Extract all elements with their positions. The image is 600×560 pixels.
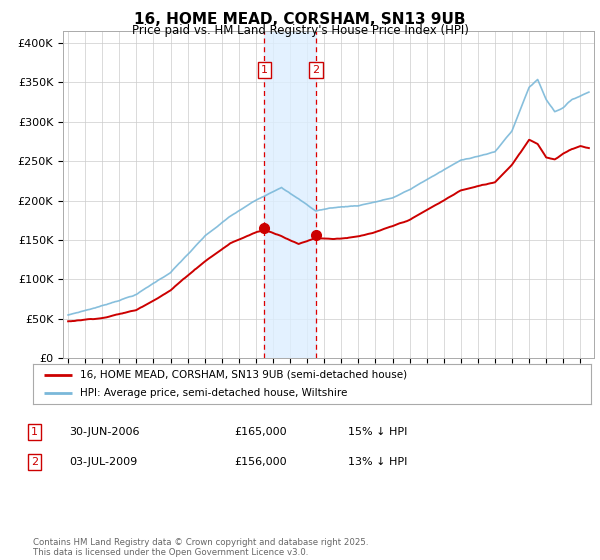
Text: £156,000: £156,000 bbox=[234, 457, 287, 467]
Text: 16, HOME MEAD, CORSHAM, SN13 9UB (semi-detached house): 16, HOME MEAD, CORSHAM, SN13 9UB (semi-d… bbox=[80, 370, 407, 380]
Text: 13% ↓ HPI: 13% ↓ HPI bbox=[348, 457, 407, 467]
Text: 1: 1 bbox=[31, 427, 38, 437]
Text: Contains HM Land Registry data © Crown copyright and database right 2025.
This d: Contains HM Land Registry data © Crown c… bbox=[33, 538, 368, 557]
Text: 1: 1 bbox=[261, 65, 268, 75]
Text: HPI: Average price, semi-detached house, Wiltshire: HPI: Average price, semi-detached house,… bbox=[80, 389, 348, 398]
Text: 03-JUL-2009: 03-JUL-2009 bbox=[69, 457, 137, 467]
Text: 15% ↓ HPI: 15% ↓ HPI bbox=[348, 427, 407, 437]
Text: Price paid vs. HM Land Registry's House Price Index (HPI): Price paid vs. HM Land Registry's House … bbox=[131, 24, 469, 37]
Text: 30-JUN-2006: 30-JUN-2006 bbox=[69, 427, 139, 437]
Text: £165,000: £165,000 bbox=[234, 427, 287, 437]
Text: 16, HOME MEAD, CORSHAM, SN13 9UB: 16, HOME MEAD, CORSHAM, SN13 9UB bbox=[134, 12, 466, 27]
Bar bbox=[265, 31, 316, 358]
Text: 2: 2 bbox=[31, 457, 38, 467]
Text: 2: 2 bbox=[313, 65, 320, 75]
